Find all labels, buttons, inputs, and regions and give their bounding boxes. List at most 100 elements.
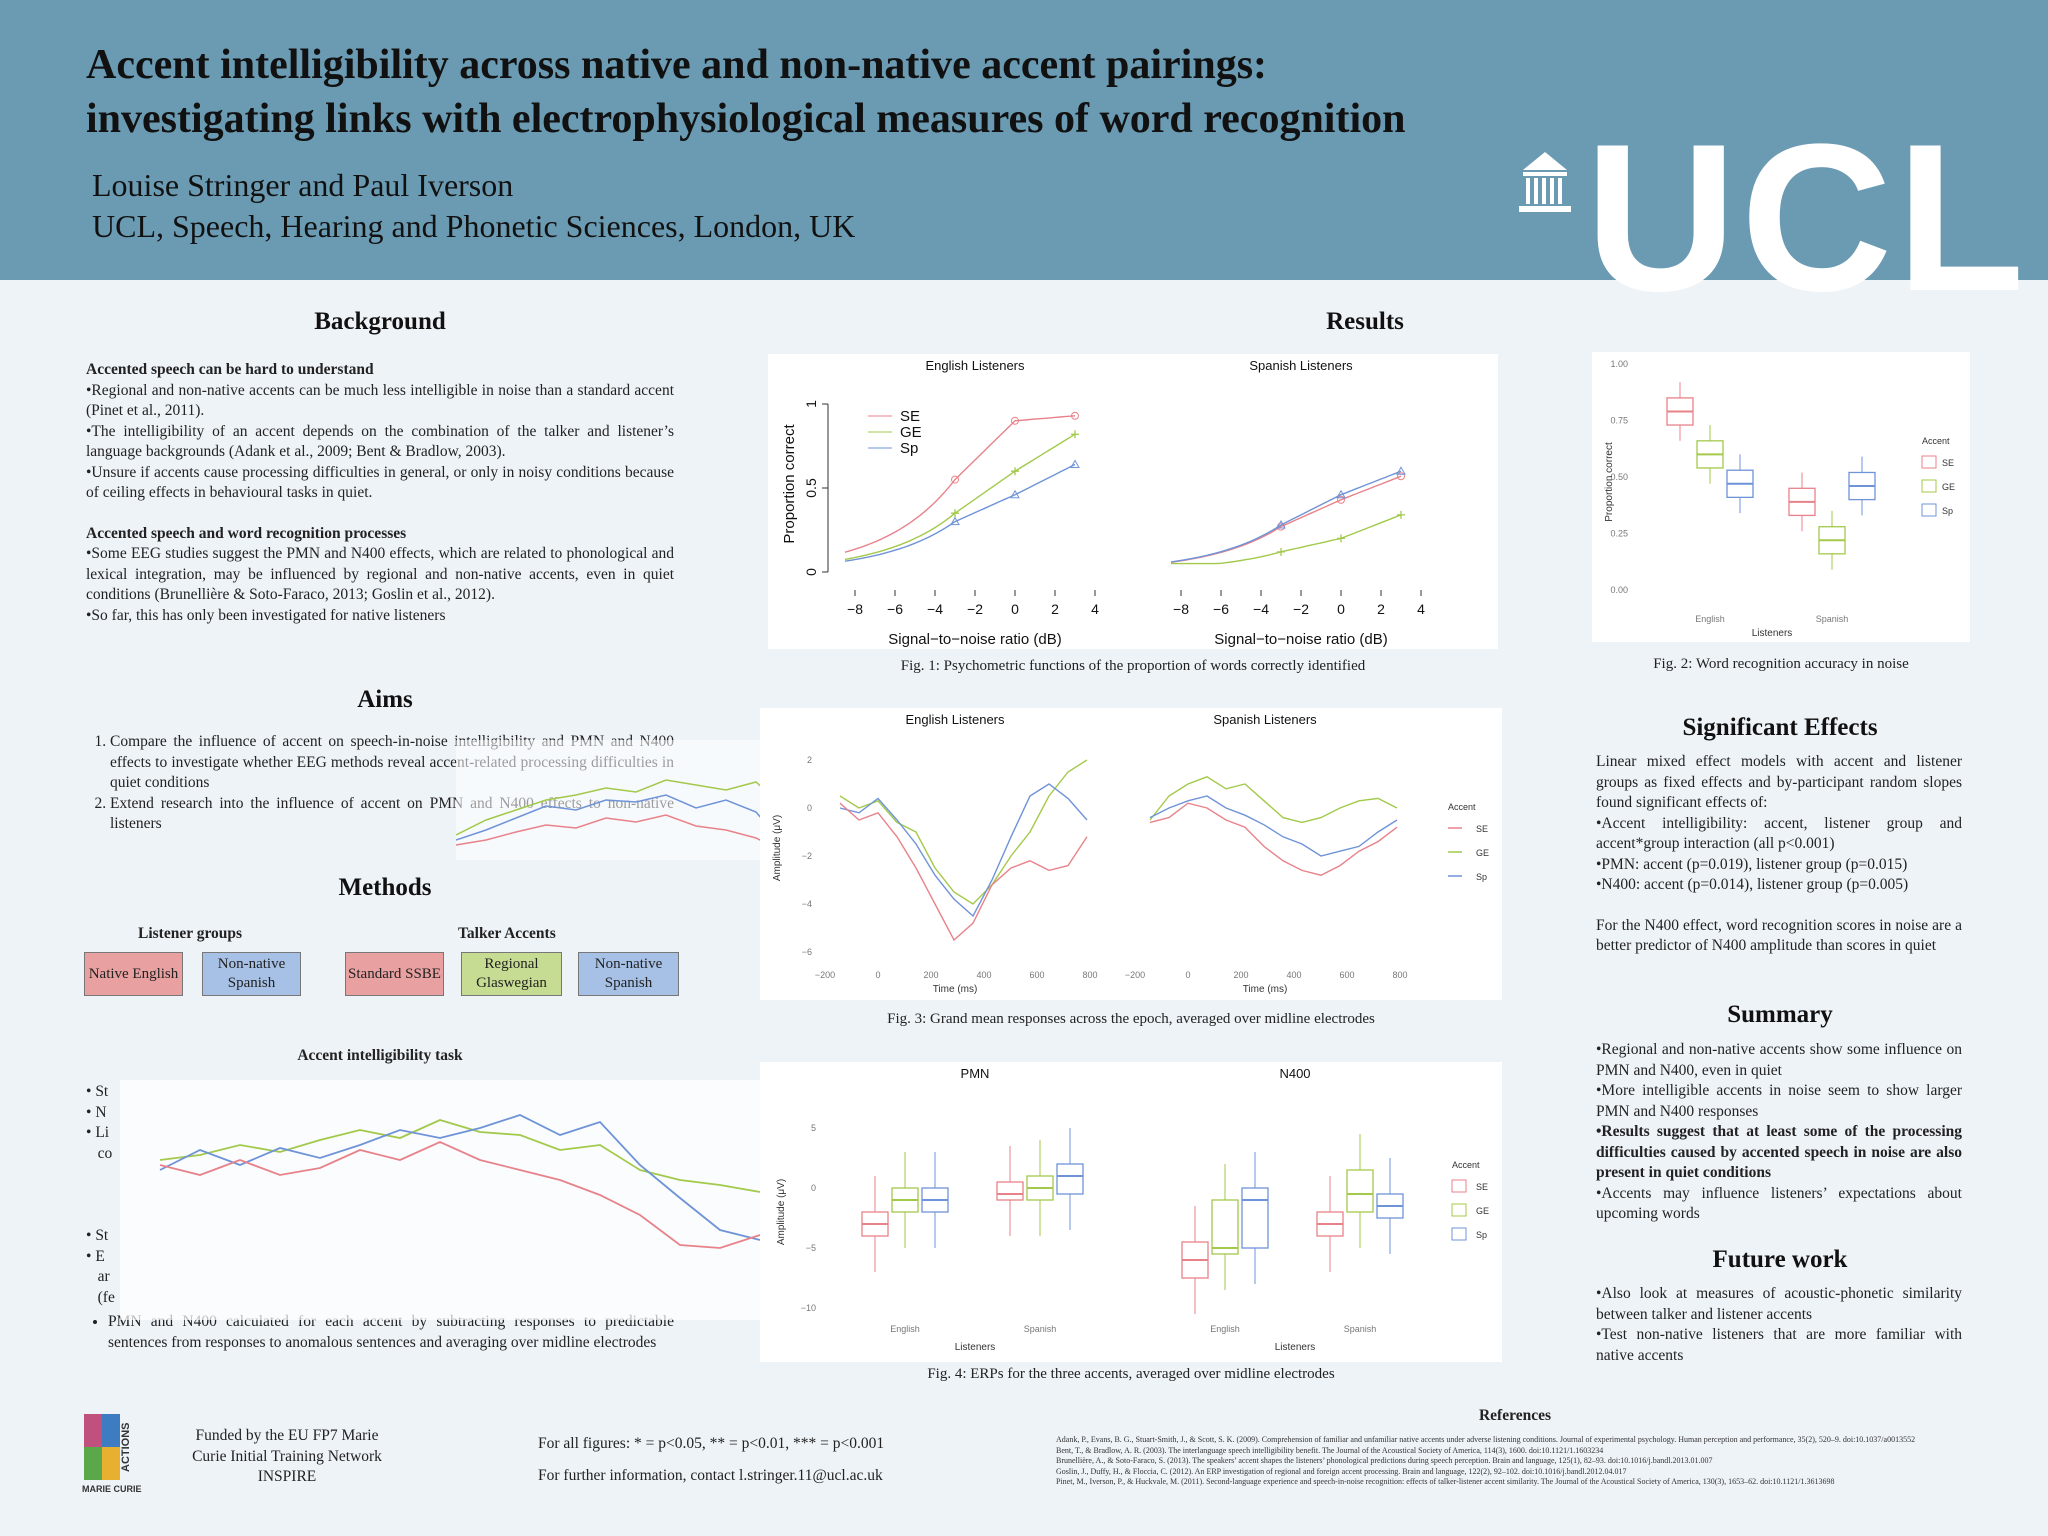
reference-2: Bent, T., & Bradlow, A. R. (2003). The i… — [1056, 1445, 1604, 1455]
fig4-box-Sp — [1241, 1187, 1269, 1249]
fig3-ytick-label: 0 — [807, 803, 812, 813]
fig1-point-GE — [951, 509, 959, 518]
fig4-ylabel: Amplitude (μV) — [776, 1179, 787, 1245]
fig4-ytick-label: 5 — [811, 1123, 816, 1133]
fig3-line-SE — [1149, 802, 1398, 876]
significance-note: For all figures: * = p<0.05, ** = p<0.01… — [538, 1435, 885, 1452]
significant-p2: •Accent intelligibility: accent, listene… — [1596, 814, 1962, 853]
results-heading: Results — [1326, 308, 1404, 335]
fig1-point-Sp — [1336, 489, 1346, 499]
fig1-panel-title: English Listeners — [926, 358, 1025, 373]
fig3-ytick-label: 2 — [807, 755, 812, 765]
significant-p4: •N400: accent (p=0.014), listener group … — [1596, 876, 1909, 893]
background-p1: •Regional and non-native accents can be … — [86, 381, 674, 420]
fig3-legend-label-SE: SE — [1476, 824, 1488, 834]
fig3-panel-title: Spanish Listeners — [1213, 712, 1317, 727]
fig1-xtick-label: 4 — [1417, 601, 1425, 617]
future-text: •Also look at measures of acoustic-phone… — [1596, 1284, 1962, 1366]
mc-label: MARIE CURIE — [82, 1484, 142, 1494]
fig1-point-Sp — [950, 516, 960, 526]
box-non-native-spanish-listener: Non-native Spanish — [202, 952, 301, 996]
fig2-legend-key-Sp — [1921, 503, 1937, 517]
fig2-ytick-label: 0.75 — [1610, 416, 1628, 426]
fig2-legend-label-GE: GE — [1942, 482, 1955, 492]
background-p3: •Unsure if accents cause processing diff… — [86, 463, 674, 502]
fig4-panel-title: PMN — [961, 1066, 990, 1081]
fig1-curve-Sp — [1170, 470, 1402, 563]
fig3-xlabel: Time (ms) — [933, 984, 978, 995]
fig2-ylabel: Proportion correct — [1604, 442, 1615, 522]
fig3-ylabel: Amplitude (μV) — [772, 815, 783, 881]
fig1-xtick-label: 2 — [1377, 601, 1385, 617]
fig3-panel: English Listeners −200 0 200 400 600 800 Time (… — [760, 708, 1502, 1000]
significant-text: Linear mixed effect models with accent a… — [1596, 752, 1962, 957]
fig2-xtick-label: English — [1695, 614, 1725, 624]
fig2-xlabel: Listeners — [1752, 628, 1793, 639]
fig1-legend-label-Sp: Sp — [900, 440, 918, 457]
fig1-xtick-label: 0 — [1337, 601, 1345, 617]
fig2-legend-key-GE — [1921, 479, 1937, 493]
fig4-ytick-label: −10 — [801, 1303, 816, 1313]
fig1-ytick-label: 0 — [803, 568, 819, 576]
fig3-legend-label-GE: GE — [1476, 848, 1489, 858]
title-line-1: Accent intelligibility across native and… — [86, 42, 1268, 88]
fig4-box-SE — [996, 1181, 1024, 1201]
fig4-ytick-label: 0 — [811, 1183, 816, 1193]
fig1-xtick-label: −8 — [847, 601, 863, 617]
summary-p3: •Results suggest that at least some of t… — [1596, 1123, 1962, 1181]
fig1-point-Sp — [1070, 459, 1080, 468]
ucl-portico-icon — [1519, 152, 1571, 212]
background-sub1: Accented speech can be hard to understan… — [86, 361, 374, 378]
fig4-legend-key-Sp — [1451, 1227, 1467, 1241]
fig1-point-GE — [1397, 510, 1405, 519]
fig1-legend-label-GE: GE — [900, 424, 922, 441]
fig4-xtick-label: Spanish — [1024, 1324, 1057, 1334]
fig1-xtick-label: 4 — [1091, 601, 1099, 617]
fig2-ytick-label: 0.00 — [1610, 585, 1628, 595]
background-heading: Background — [314, 308, 446, 335]
fig3-xtick-label: −200 — [1125, 970, 1145, 980]
fig4-box-GE — [1346, 1169, 1374, 1213]
reference-3: Brunellière, A., & Soto-Faraco, S. (2013… — [1056, 1456, 1713, 1465]
affiliation: UCL, Speech, Hearing and Phonetic Scienc… — [92, 208, 856, 244]
fig3-xtick-label: 400 — [1286, 970, 1301, 980]
fig1-chart: English Listeners −8 −6 −4 −2 0 2 4 Signal−to−no… — [781, 358, 1425, 648]
fig4-xtick-label: English — [890, 1324, 920, 1334]
methods-truncated-bullets: • St • N • Li co • St • E ar (fe — [86, 1083, 115, 1306]
fig4-xtick-label: Spanish — [1344, 1324, 1377, 1334]
fig2-ytick-label: 0.50 — [1610, 472, 1628, 482]
overlay-erp-fragment-1 — [456, 740, 776, 860]
fig4-xlabel: Listeners — [955, 1342, 996, 1353]
significant-p1: Linear mixed effect models with accent a… — [1596, 753, 1962, 811]
fig1-xtick-label: −6 — [1213, 601, 1229, 617]
background-text: Accented speech can be hard to understan… — [86, 360, 674, 626]
fig1-xtick-label: −8 — [1173, 601, 1189, 617]
fig1-point-Sp — [1396, 466, 1406, 475]
fig4-ytick-label: −5 — [806, 1243, 816, 1253]
fig2-legend-key-SE — [1921, 455, 1937, 469]
box-standard-ssbe: Standard SSBE — [345, 952, 444, 996]
fig4-legend-key-GE — [1451, 1203, 1467, 1217]
fig1-curve-SE — [844, 415, 1076, 553]
fig3-caption: Fig. 3: Grand mean responses across the … — [887, 1011, 1375, 1027]
fig3-line-GE — [1149, 776, 1398, 824]
reference-5: Pinet, M., Iverson, P., & Huckvale, M. (… — [1056, 1477, 1835, 1486]
fig1-point-SE — [1397, 472, 1405, 481]
task-heading: Accent intelligibility task — [297, 1047, 463, 1064]
fig4-legend-label-SE: SE — [1476, 1182, 1488, 1192]
fig1-xtick-label: −4 — [927, 601, 943, 617]
fig4-box-GE — [1211, 1199, 1239, 1255]
fig1-ytick-label: 1 — [803, 400, 819, 408]
future-p1: •Also look at measures of acoustic-phone… — [1596, 1285, 1962, 1323]
background-sub2: Accented speech and word recognition pro… — [86, 524, 407, 542]
fig2-xtick-label: Spanish — [1816, 614, 1849, 624]
listener-groups-label: Listener groups — [138, 925, 243, 942]
mc-actions-label: ACTIONS — [120, 1422, 132, 1472]
fig3-xtick-label: 800 — [1082, 970, 1097, 980]
fig3-xtick-label: 600 — [1339, 970, 1354, 980]
authors: Louise Stringer and Paul Iverson — [92, 167, 514, 203]
fig1-xtick-label: −2 — [967, 601, 983, 617]
fig4-xtick-label: English — [1210, 1324, 1240, 1334]
box-native-english: Native English — [84, 952, 183, 996]
